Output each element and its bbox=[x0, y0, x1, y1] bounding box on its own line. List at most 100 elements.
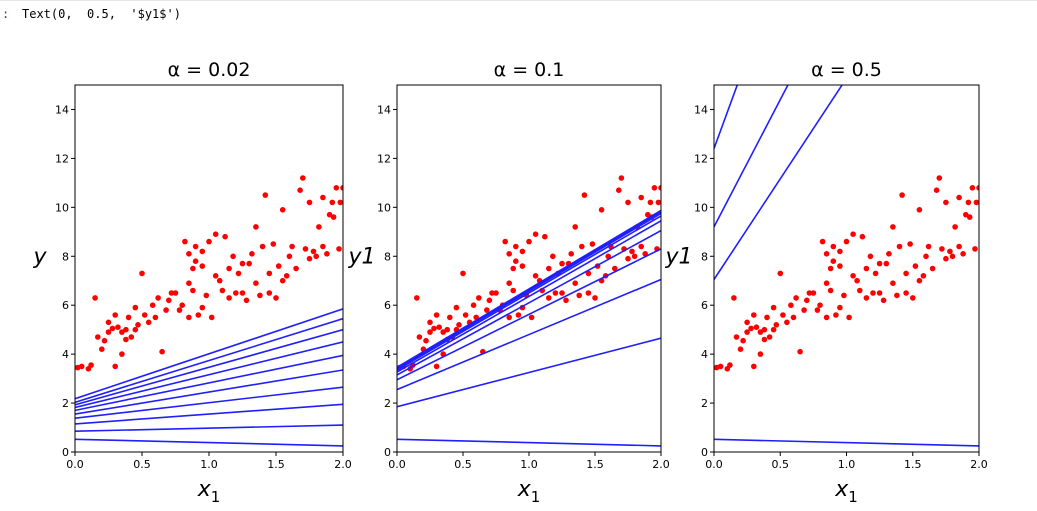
data-point bbox=[206, 238, 212, 245]
data-point bbox=[612, 265, 618, 272]
x-tick-label: 2.0 bbox=[970, 458, 988, 471]
y-tick-label: 2 bbox=[384, 397, 391, 410]
data-point bbox=[105, 319, 112, 326]
data-point bbox=[890, 224, 896, 230]
data-point bbox=[872, 270, 879, 277]
data-point bbox=[462, 312, 469, 318]
data-point bbox=[731, 295, 737, 301]
data-point bbox=[952, 224, 958, 230]
data-point bbox=[320, 194, 326, 201]
data-point bbox=[92, 295, 98, 301]
data-point bbox=[320, 243, 326, 250]
data-point bbox=[266, 270, 273, 277]
prediction-line bbox=[714, 438, 979, 447]
data-point bbox=[115, 324, 121, 331]
data-point bbox=[195, 312, 202, 318]
data-point bbox=[546, 295, 552, 301]
data-point bbox=[519, 263, 526, 269]
data-point bbox=[510, 287, 516, 294]
data-point bbox=[235, 270, 242, 277]
output-text: Text(0, 0.5, '$y1$') bbox=[22, 7, 181, 21]
data-point bbox=[916, 277, 923, 284]
x-axis-label: x1 bbox=[517, 477, 541, 506]
data-point bbox=[925, 243, 932, 250]
data-point bbox=[870, 290, 876, 296]
data-point bbox=[212, 231, 219, 237]
data-point bbox=[286, 253, 293, 260]
data-point bbox=[655, 199, 661, 206]
y-tick-label: 4 bbox=[384, 348, 391, 361]
y-tick-label: 10 bbox=[377, 201, 391, 214]
data-point bbox=[780, 312, 786, 318]
data-point bbox=[837, 304, 843, 311]
data-point bbox=[949, 253, 956, 260]
y-tick-label: 14 bbox=[694, 103, 708, 116]
data-point bbox=[216, 277, 223, 284]
data-point bbox=[976, 185, 979, 191]
data-point bbox=[279, 277, 286, 284]
chart-title: α = 0.5 bbox=[811, 59, 882, 81]
data-point bbox=[132, 304, 139, 311]
data-point bbox=[293, 265, 299, 272]
data-point bbox=[833, 312, 839, 318]
data-point bbox=[168, 290, 175, 296]
prediction-line bbox=[75, 424, 343, 432]
data-point bbox=[493, 290, 499, 296]
data-point bbox=[427, 329, 433, 335]
x-axis-label-main: x bbox=[517, 477, 532, 502]
y-tick-label: 8 bbox=[384, 250, 391, 263]
x-tick-label: 1.5 bbox=[267, 458, 285, 471]
data-point bbox=[515, 312, 522, 318]
data-point bbox=[257, 292, 263, 299]
data-point bbox=[638, 194, 644, 201]
data-point bbox=[737, 346, 744, 353]
prediction-line bbox=[397, 438, 661, 447]
data-point bbox=[890, 280, 896, 286]
data-point bbox=[176, 307, 183, 313]
y-tick-label: 2 bbox=[701, 397, 708, 410]
data-point bbox=[253, 280, 259, 286]
data-point bbox=[262, 192, 269, 198]
data-point bbox=[572, 224, 578, 230]
x-tick-label: 0.5 bbox=[454, 458, 472, 471]
data-point bbox=[219, 287, 226, 294]
data-point bbox=[313, 253, 320, 260]
data-point bbox=[266, 290, 273, 296]
data-point bbox=[470, 302, 477, 309]
data-point bbox=[502, 238, 509, 245]
data-point bbox=[486, 297, 493, 304]
y-axis-label: y1 bbox=[664, 244, 692, 269]
data-point bbox=[128, 334, 135, 340]
data-point bbox=[585, 290, 592, 296]
data-point bbox=[145, 319, 152, 326]
data-point bbox=[837, 263, 843, 269]
prediction-line bbox=[397, 278, 661, 391]
data-point bbox=[563, 297, 569, 304]
data-point bbox=[947, 248, 953, 255]
y-tick-label: 10 bbox=[55, 201, 69, 214]
data-point bbox=[751, 363, 757, 370]
data-point bbox=[552, 290, 559, 296]
prediction-line bbox=[714, 85, 844, 280]
x-axis-label: x1 bbox=[197, 477, 221, 506]
data-point bbox=[123, 326, 129, 333]
data-point bbox=[651, 185, 658, 191]
data-point bbox=[431, 325, 437, 332]
data-point bbox=[740, 337, 746, 344]
data-point bbox=[135, 322, 141, 328]
x-tick-label: 0.0 bbox=[66, 458, 84, 471]
data-point bbox=[253, 224, 259, 230]
data-point bbox=[903, 270, 909, 277]
data-point bbox=[453, 304, 460, 311]
y-tick-label: 0 bbox=[701, 446, 708, 459]
prediction-line bbox=[75, 328, 343, 406]
data-point bbox=[208, 314, 215, 321]
data-point bbox=[823, 251, 830, 257]
data-point bbox=[532, 273, 539, 279]
data-point bbox=[761, 336, 768, 343]
data-point bbox=[814, 307, 821, 313]
data-point bbox=[810, 290, 817, 296]
data-point bbox=[933, 187, 940, 193]
x-tick-label: 1.0 bbox=[838, 458, 856, 471]
data-point bbox=[226, 295, 232, 301]
